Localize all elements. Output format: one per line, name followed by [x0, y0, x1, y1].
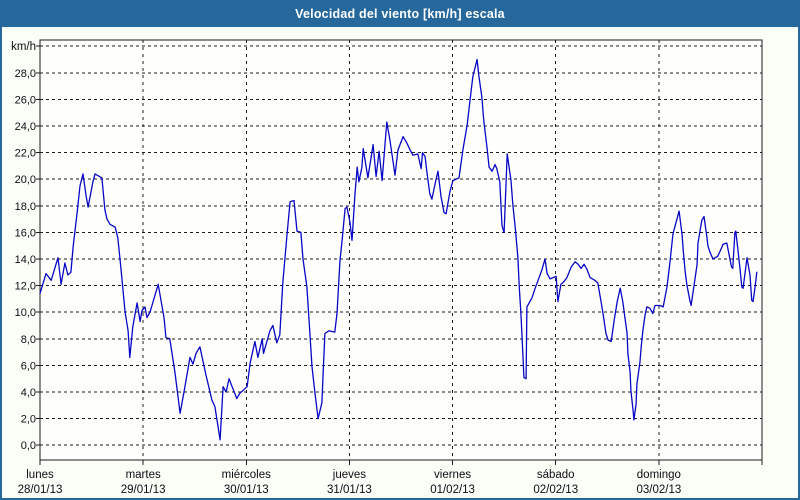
y-tick-label: 0,0 — [21, 440, 36, 452]
x-date-label: 31/01/13 — [327, 484, 372, 496]
title-bar: Velocidad del viento [km/h] escala — [0, 0, 800, 27]
x-day-label: sábado — [537, 469, 575, 481]
x-day-label: lunes — [26, 469, 54, 481]
x-date-label: 02/02/13 — [533, 484, 578, 496]
x-day-label: miércoles — [222, 469, 271, 481]
y-tick-label: 10,0 — [15, 307, 36, 319]
x-date-label: 28/01/13 — [18, 484, 63, 496]
plot-frame — [39, 39, 763, 461]
y-tick-label: 16,0 — [15, 227, 36, 239]
y-tick-label: 8,0 — [21, 334, 36, 346]
x-day-label: domingo — [637, 469, 681, 481]
y-tick-label: 18,0 — [15, 201, 36, 213]
x-day-label: jueves — [332, 469, 366, 481]
y-tick-label: 4,0 — [21, 387, 36, 399]
y-tick-label: 2,0 — [21, 414, 36, 426]
y-tick-label: 20,0 — [15, 174, 36, 186]
x-date-label: 01/02/13 — [430, 484, 475, 496]
x-day-label: martes — [126, 469, 161, 481]
y-axis-unit-label: km/h — [11, 41, 36, 53]
x-date-label: 29/01/13 — [121, 484, 166, 496]
y-tick-label: 14,0 — [15, 254, 36, 266]
y-tick-label: 6,0 — [21, 360, 36, 372]
x-day-label: viernes — [434, 469, 471, 481]
chart-title: Velocidad del viento [km/h] escala — [295, 6, 505, 21]
x-date-label: 30/01/13 — [224, 484, 269, 496]
x-date-label: 03/02/13 — [636, 484, 681, 496]
wind-speed-line — [39, 58, 758, 441]
y-tick-label: 12,0 — [15, 281, 36, 293]
y-tick-label: 24,0 — [15, 121, 36, 133]
y-tick-label: 28,0 — [15, 68, 36, 80]
y-tick-label: 26,0 — [15, 94, 36, 106]
y-tick-label: 22,0 — [15, 148, 36, 160]
plot-background — [40, 40, 762, 460]
